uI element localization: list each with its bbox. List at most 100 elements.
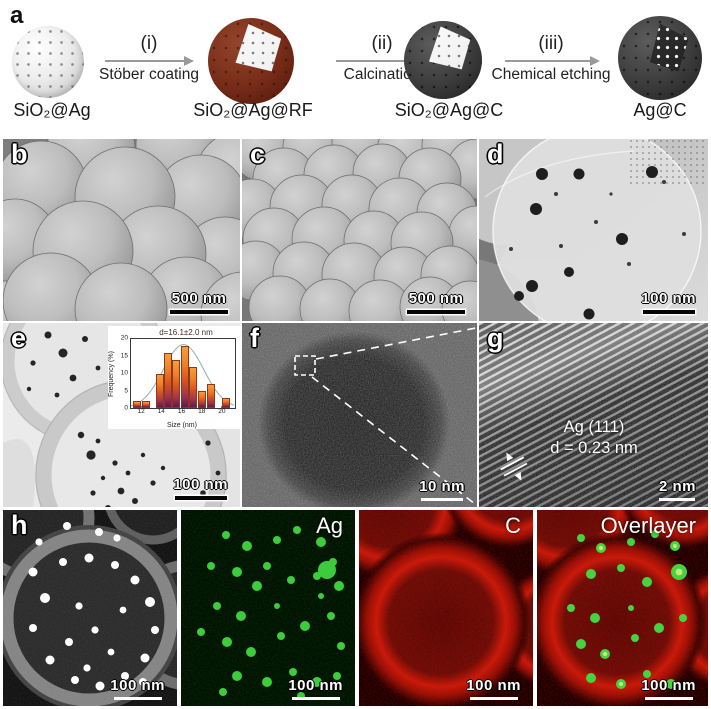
scheme-item-label: SiO₂@Ag xyxy=(13,100,91,120)
panel-c-label: c xyxy=(250,139,266,169)
histogram-title: d=16.1±2.0 nm xyxy=(159,328,213,337)
eds-map-ag xyxy=(181,510,355,706)
scalebar xyxy=(642,310,695,314)
panel-c-sem: c 500 nm xyxy=(242,139,477,321)
scalebar xyxy=(291,696,340,700)
tem-micrograph-d xyxy=(479,139,708,321)
panel-b-label: b xyxy=(11,139,28,169)
histogram-bar xyxy=(132,401,141,408)
c-map-label: C xyxy=(505,513,521,538)
sphere-sio2-ag xyxy=(12,26,84,98)
histogram-bar xyxy=(189,366,198,408)
scalebar-group: 2 nm xyxy=(659,478,696,503)
step-number-1: (i) xyxy=(140,33,158,54)
scalebar-text: 500 nm xyxy=(408,290,464,307)
reaction-arrow-1 xyxy=(105,56,194,66)
scalebar-text: 100 nm xyxy=(110,676,165,694)
panel-g-lattice: g Ag (111) d = 0.23 nm 2 nm xyxy=(479,323,708,507)
histogram-ylabel: Frequency (%) xyxy=(108,351,115,398)
sem-micrograph-c xyxy=(242,139,477,321)
sphere-ag-c xyxy=(618,16,702,100)
size-histogram-inset: d=16.1±2.0 nm Frequency (%) 0 5 10 15 20 12 1… xyxy=(108,326,240,429)
panel-a-label: a xyxy=(10,2,24,29)
scalebar-group: 100 nm xyxy=(173,476,228,502)
histogram-yticks: 0 5 10 15 20 xyxy=(120,334,128,412)
panel-c-map: C 100 nm xyxy=(359,510,533,706)
scheme-item-label: SiO₂@Ag@C xyxy=(394,100,504,120)
hrtem-micrograph-f xyxy=(242,323,477,507)
scalebar-text: 100 nm xyxy=(641,290,696,307)
histogram-plot xyxy=(130,338,236,409)
histogram-bar xyxy=(172,359,181,408)
panel-f-label: f xyxy=(250,323,259,353)
panel-e-label: e xyxy=(11,323,27,353)
histogram-xticks: 12 14 16 18 20 xyxy=(137,405,226,415)
lattice-plane-label: Ag (111) xyxy=(563,418,625,436)
panel-e-tem: e d=16.1±2.0 nm Frequency (%) 0 5 10 15 20 1… xyxy=(3,323,240,507)
scalebar-text: 500 nm xyxy=(171,290,227,307)
scalebar-text: 10 nm xyxy=(419,477,465,495)
hrtem-lattice-g xyxy=(479,323,708,507)
scalebar-group: 10 nm xyxy=(419,478,465,503)
scalebar xyxy=(174,496,227,500)
histogram-xlabel: Size (nm) xyxy=(167,422,197,429)
step-number-2: (ii) xyxy=(371,33,393,54)
eds-map-overlay xyxy=(537,510,708,706)
step-caption-3: Chemical etching xyxy=(491,66,611,83)
scalebar xyxy=(421,497,464,501)
cutaway-wedge xyxy=(428,26,471,70)
stem-micrograph-h xyxy=(3,510,177,706)
panel-b-sem: b 500 nm xyxy=(3,139,240,321)
panel-d-tem: d 100 nm xyxy=(479,139,708,321)
ag-map-label: Ag xyxy=(316,513,343,538)
scalebar-text: 100 nm xyxy=(288,676,343,694)
reaction-arrow-3 xyxy=(505,56,600,66)
scalebar xyxy=(469,696,518,700)
scalebar-group: 100 nm xyxy=(288,677,343,702)
cutaway-hollow xyxy=(649,23,689,72)
scalebar xyxy=(170,310,228,314)
sphere-sio2-ag-rf xyxy=(208,18,294,104)
scalebar-group: 100 nm xyxy=(641,677,696,702)
scalebar-group: 500 nm xyxy=(407,290,465,316)
panel-f-hrtem: f 10 nm xyxy=(242,323,477,507)
histogram-bar xyxy=(142,401,151,408)
cutaway-wedge xyxy=(235,24,282,72)
scalebar-text: 100 nm xyxy=(173,476,228,493)
step-caption-2: Calcination xyxy=(343,66,421,83)
step-caption-1: Stöber coating xyxy=(99,66,199,83)
panel-h-label: h xyxy=(11,510,28,540)
panel-overlay-map: Overlayer 100 nm xyxy=(537,510,708,706)
scalebar xyxy=(659,497,696,501)
panel-ag-map: Ag 100 nm xyxy=(181,510,355,706)
scalebar-group: 500 nm xyxy=(170,290,228,316)
panel-d-label: d xyxy=(487,139,504,169)
scalebar-text: 2 nm xyxy=(658,477,696,495)
histogram-curve xyxy=(131,339,235,408)
histogram-bar xyxy=(222,397,231,408)
overlay-map-label: Overlayer xyxy=(600,513,696,538)
scalebar xyxy=(644,696,693,700)
histogram-bar xyxy=(181,345,190,408)
scheme-item-label: SiO₂@Ag@RF xyxy=(193,100,313,120)
scheme-item-label: Ag@C xyxy=(633,100,687,120)
scalebar-group: 100 nm xyxy=(110,677,165,702)
lattice-annotation: Ag (111) d = 0.23 nm xyxy=(509,417,679,458)
histogram-bar xyxy=(164,352,173,408)
histogram-bar xyxy=(207,383,216,408)
scalebar-group: 100 nm xyxy=(641,290,696,316)
eds-map-c xyxy=(359,510,533,706)
step-number-3: (iii) xyxy=(538,33,564,54)
panel-h-stem: h 100 nm xyxy=(3,510,177,706)
scalebar-group: 100 nm xyxy=(466,677,521,702)
scalebar-text: 100 nm xyxy=(466,676,521,694)
sem-micrograph-b xyxy=(3,139,240,321)
scalebar xyxy=(407,310,465,314)
panel-g-label: g xyxy=(487,323,504,353)
histogram-bar xyxy=(156,373,165,408)
panel-a-scheme: a SiO₂@Ag (i) Stöber coating SiO₂@Ag@RF … xyxy=(0,0,711,136)
sphere-sio2-ag-c xyxy=(404,21,482,99)
scalebar-text: 100 nm xyxy=(641,676,696,694)
lattice-spacing-label: d = 0.23 nm xyxy=(550,438,638,457)
